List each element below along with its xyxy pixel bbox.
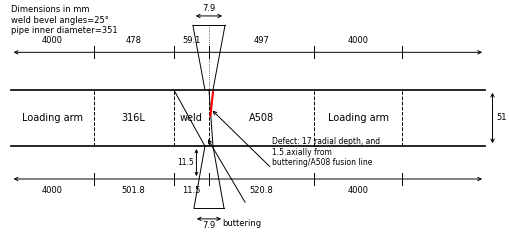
Text: 4000: 4000 xyxy=(348,36,369,45)
Text: 11.5: 11.5 xyxy=(177,158,194,167)
Text: Defect: 17 radial depth, and
1.5.axially from
buttering/A508 fusion line: Defect: 17 radial depth, and 1.5.axially… xyxy=(272,137,380,167)
Text: 497: 497 xyxy=(253,36,270,45)
Text: 4000: 4000 xyxy=(348,186,369,195)
Text: 11.5: 11.5 xyxy=(182,186,201,195)
Text: 478: 478 xyxy=(126,36,142,45)
Text: A508: A508 xyxy=(249,113,274,123)
Text: 7.9: 7.9 xyxy=(203,4,216,13)
Text: 7.9: 7.9 xyxy=(203,221,216,230)
Text: 501.8: 501.8 xyxy=(122,186,146,195)
Text: buttering: buttering xyxy=(222,219,261,228)
Text: 51: 51 xyxy=(496,114,507,122)
Text: 316L: 316L xyxy=(122,113,146,123)
Text: weld: weld xyxy=(180,113,203,123)
Text: Loading arm: Loading arm xyxy=(22,113,82,123)
Text: 4000: 4000 xyxy=(42,186,63,195)
Text: Loading arm: Loading arm xyxy=(328,113,389,123)
Text: 59.1: 59.1 xyxy=(182,36,201,45)
Text: Dimensions in mm
weld bevel angles=25°
pipe inner diameter=351: Dimensions in mm weld bevel angles=25° p… xyxy=(11,5,118,35)
Text: 4000: 4000 xyxy=(42,36,63,45)
Text: 520.8: 520.8 xyxy=(250,186,273,195)
